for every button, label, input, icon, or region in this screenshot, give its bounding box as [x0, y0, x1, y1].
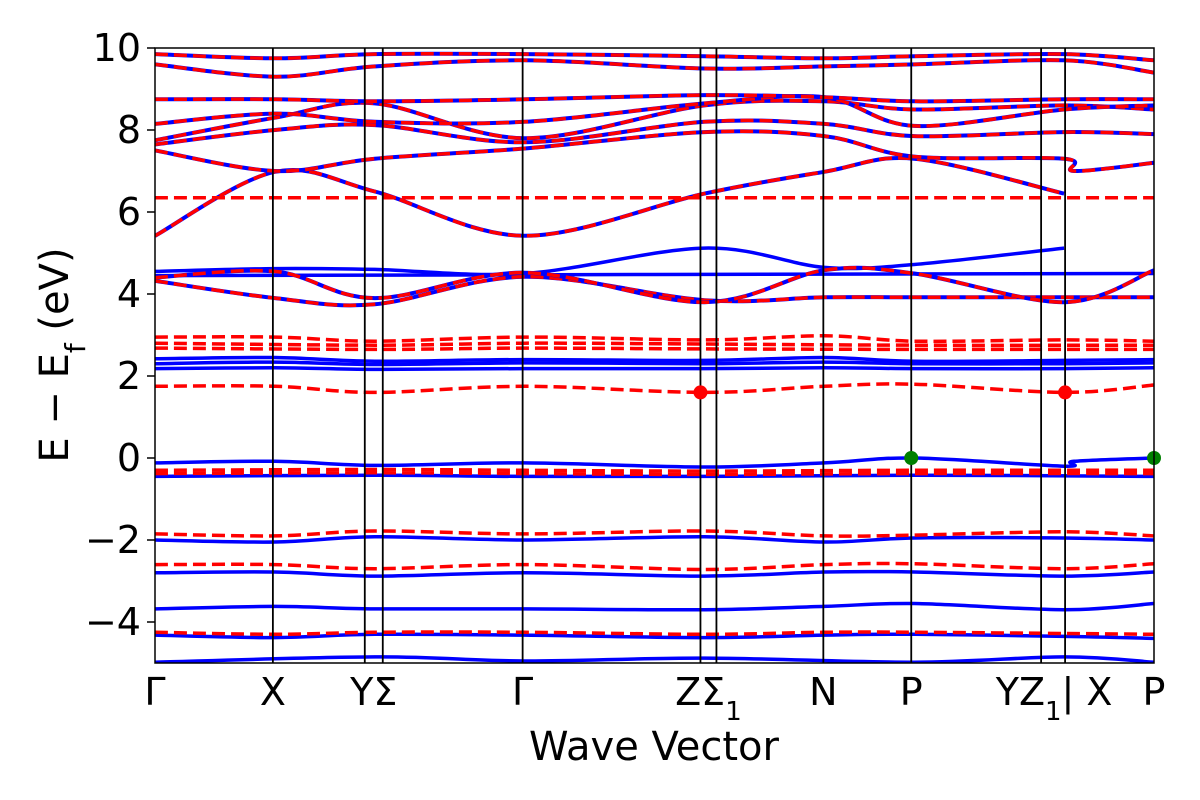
- band-line-overlay-dash-3: [155, 98, 1154, 143]
- y-tick-label-4: 2: [117, 354, 141, 398]
- band-line-solid-6: [155, 473, 1154, 479]
- x-tick-label-4: ZΣ1: [675, 670, 742, 727]
- x-tick-label-8: P: [1143, 670, 1166, 714]
- band-line-overlay-dash-1: [155, 129, 1154, 173]
- extremum-marker-1: [1058, 385, 1073, 400]
- extremum-marker-0: [693, 385, 708, 400]
- band-line-solid-2: [155, 355, 1154, 364]
- y-axis-label: E − Ef (eV): [32, 247, 92, 462]
- y-tick-label-2: 6: [117, 190, 141, 234]
- band-line-solid-4: [155, 366, 1154, 372]
- band-line-solid-0: [155, 246, 1065, 277]
- x-tick-label-7: YZ1| X: [995, 670, 1113, 727]
- band-line-solid-10: [155, 632, 1154, 641]
- y-tick-label-6: −2: [85, 518, 141, 562]
- band-line-dashed-8: [155, 561, 1154, 572]
- x-axis-label: Wave Vector: [529, 724, 780, 770]
- x-tick-label-2: YΣ: [349, 670, 397, 714]
- x-tick-label-3: Γ: [512, 670, 533, 714]
- band-line-dashed-2: [155, 341, 1154, 348]
- band-line-overlay-dash-2: [155, 118, 1154, 147]
- extrema-markers: [693, 385, 1161, 465]
- band-line-overlay-8: [155, 274, 1154, 308]
- band-line-overlay-dash-0: [155, 156, 1065, 238]
- band-line-dashed-1: [155, 334, 1154, 344]
- x-tick-label-5: N: [809, 670, 837, 714]
- band-curves: [155, 51, 1154, 663]
- band-line-overlay-dash-9: [155, 266, 1154, 304]
- band-line-solid-11: [155, 655, 1154, 663]
- x-tick-label-0: Γ: [144, 670, 165, 714]
- band-line-dashed-7: [155, 529, 1154, 538]
- plot-frame: [154, 47, 1155, 664]
- band-line-overlay-dash-6: [155, 58, 1154, 79]
- y-axis-label-base: E − E: [32, 353, 78, 463]
- y-tick-label-7: −4: [85, 600, 141, 644]
- band-line-overlay-dash-7: [155, 52, 1154, 63]
- band-line-solid-5: [155, 456, 1154, 469]
- y-tick-label-0: 10: [93, 26, 141, 70]
- y-tick-label-5: 0: [117, 436, 141, 480]
- x-tick-label-6: P: [900, 670, 923, 714]
- band-line-solid-1: [155, 271, 1154, 278]
- y-axis-label-sub: f: [59, 342, 92, 353]
- kpoint-lines: [271, 48, 1066, 663]
- band-line-overlay-dash-5: [155, 93, 1154, 104]
- y-tick-label-1: 8: [117, 108, 141, 152]
- band-line-solid-9: [155, 601, 1154, 612]
- band-line-dashed-4: [155, 382, 1154, 395]
- band-line-dashed-3: [155, 346, 1154, 352]
- band-line-dashed-5: [155, 467, 1154, 473]
- y-axis-label-unit: (eV): [32, 247, 78, 343]
- band-line-solid-7: [155, 534, 1154, 544]
- y-tick-label-3: 4: [117, 272, 141, 316]
- band-line-dashed-9: [155, 630, 1154, 637]
- band-line-dashed-6: [155, 471, 1154, 477]
- band-line-solid-8: [155, 569, 1154, 578]
- band-line-overlay-dash-8: [155, 275, 1154, 308]
- extremum-marker-2: [904, 451, 919, 465]
- band-line-overlay-dash-4: [155, 94, 1154, 128]
- band-line-overlay-2: [155, 118, 1154, 147]
- band-line-solid-3: [155, 360, 1154, 367]
- x-tick-label-1: X: [260, 670, 286, 714]
- band-line-overlay-6: [155, 58, 1154, 79]
- y-axis: 10 8 6 4 2 0 −2 −4: [85, 26, 155, 644]
- x-axis: Γ X YΣ Γ ZΣ1 N P YZ1| X P: [144, 670, 1165, 727]
